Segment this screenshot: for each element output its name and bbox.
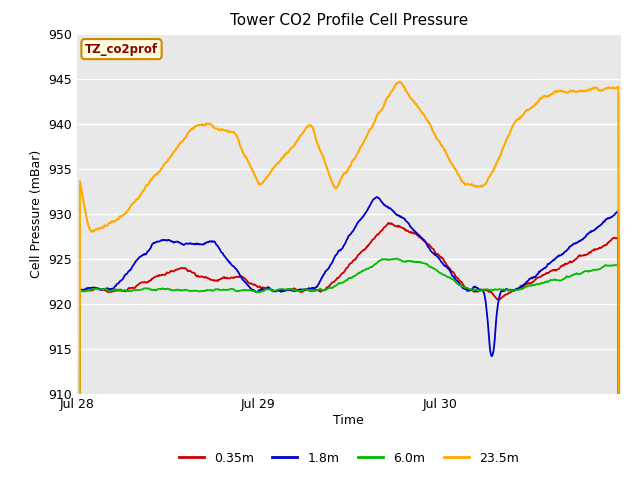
Text: TZ_co2prof: TZ_co2prof	[85, 43, 158, 56]
Y-axis label: Cell Pressure (mBar): Cell Pressure (mBar)	[29, 149, 42, 278]
Legend: 0.35m, 1.8m, 6.0m, 23.5m: 0.35m, 1.8m, 6.0m, 23.5m	[173, 447, 524, 469]
X-axis label: Time: Time	[333, 414, 364, 427]
Title: Tower CO2 Profile Cell Pressure: Tower CO2 Profile Cell Pressure	[230, 13, 468, 28]
